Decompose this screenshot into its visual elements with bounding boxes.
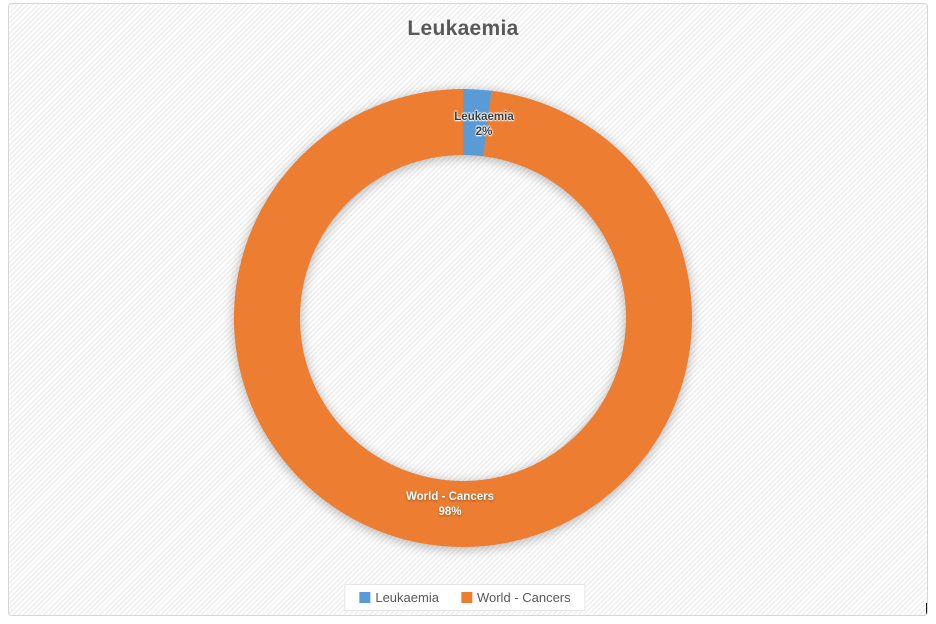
doughnut-slice-world-cancers[interactable] — [233, 88, 692, 548]
chart-title: Leukaemia — [407, 17, 519, 40]
legend-swatch-world-cancers — [460, 592, 472, 603]
chart-area[interactable]: Leukaemia Leukaemia 2% World - Cancers 9… — [8, 3, 928, 616]
screen-edge-artifact — [926, 603, 927, 615]
legend-item-world-cancers[interactable]: World - Cancers — [460, 590, 571, 605]
doughnut-slice-leukaemia[interactable] — [463, 89, 492, 157]
chart-legend: Leukaemia World - Cancers — [344, 584, 586, 611]
legend-label-leukaemia: Leukaemia — [375, 590, 439, 605]
legend-swatch-leukaemia — [359, 592, 371, 603]
legend-label-world-cancers: World - Cancers — [476, 590, 571, 605]
doughnut-chart — [233, 88, 692, 548]
legend-item-leukaemia[interactable]: Leukaemia — [359, 590, 439, 605]
